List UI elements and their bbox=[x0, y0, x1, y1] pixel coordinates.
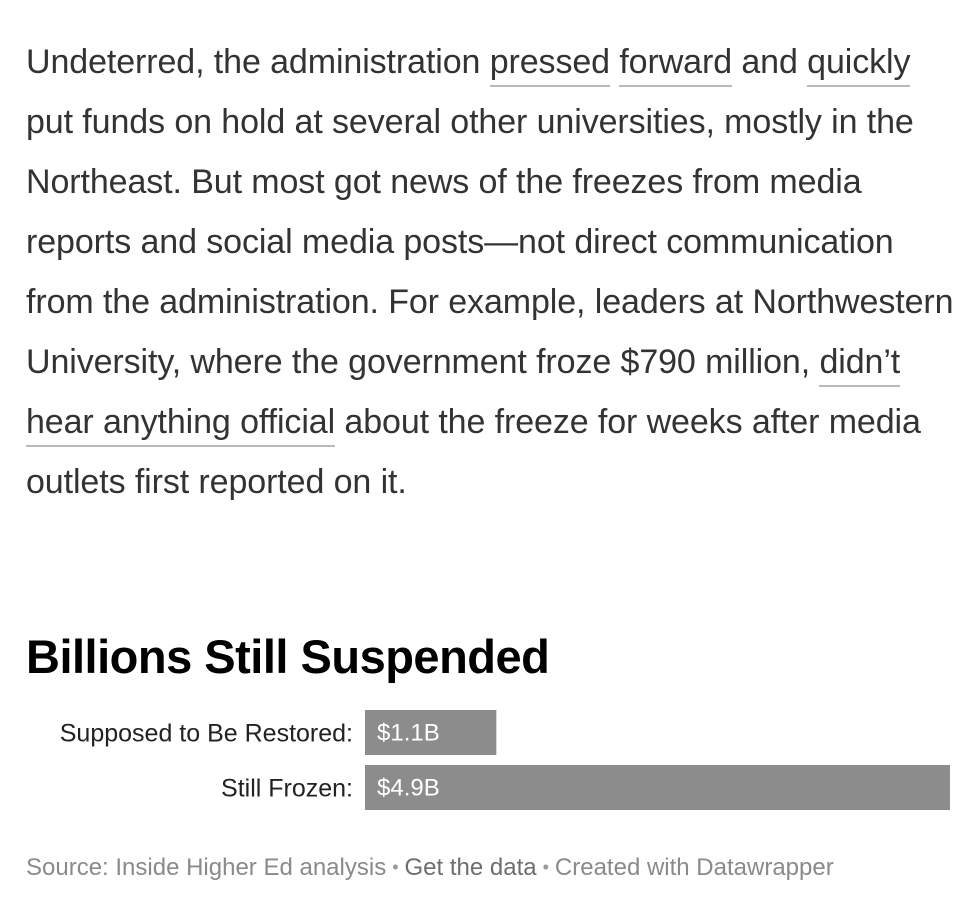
article-text: about the freeze for weeks after media o… bbox=[26, 403, 921, 501]
chart-footer: Source: Inside Higher Ed analysis • Get th… bbox=[26, 854, 834, 882]
separator-dot: • bbox=[392, 857, 399, 877]
bar-value-label: $1.1B bbox=[377, 720, 440, 747]
article-link-forward[interactable]: forward bbox=[619, 43, 732, 87]
article-link-pressed[interactable]: pressed bbox=[489, 43, 610, 87]
article-text: Undeterred, the administration bbox=[26, 43, 490, 81]
bar-category-label: Supposed to Be Restored: bbox=[60, 720, 353, 748]
bar-value-label: $4.9B bbox=[377, 775, 440, 802]
article-text bbox=[610, 43, 619, 81]
bar-category-label: Still Frozen: bbox=[221, 775, 353, 803]
separator-dot: • bbox=[542, 857, 549, 877]
datawrapper-credit[interactable]: Created with Datawrapper bbox=[554, 854, 834, 881]
bar bbox=[365, 765, 950, 810]
chart-title: Billions Still Suspended bbox=[26, 630, 550, 683]
bar bbox=[365, 710, 497, 755]
bar-chart: Billions Still Suspended Supposed to Be … bbox=[26, 622, 956, 810]
article-paragraph: Undeterred, the administration pressed f… bbox=[26, 32, 956, 512]
chart-plot: Supposed to Be Restored: $1.1B Still Froze… bbox=[60, 710, 950, 810]
article-link-quickly[interactable]: quickly bbox=[807, 43, 910, 87]
source-text: Source: Inside Higher Ed analysis bbox=[26, 854, 387, 881]
article-text: put funds on hold at several other unive… bbox=[26, 103, 954, 381]
get-data-link[interactable]: Get the data bbox=[404, 854, 537, 881]
article-link-official[interactable]: didn’t hear anything official bbox=[26, 343, 900, 447]
article-text: and bbox=[732, 43, 808, 81]
